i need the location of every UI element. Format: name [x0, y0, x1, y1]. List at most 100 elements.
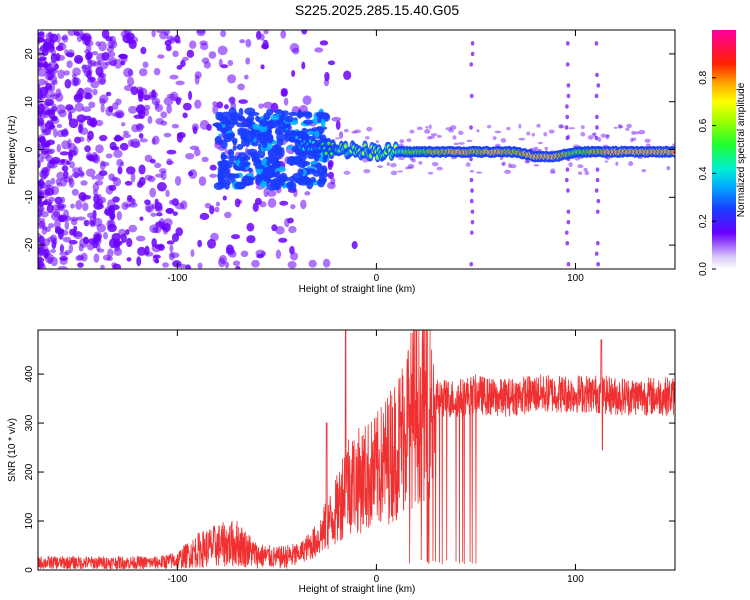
spectrogram-cell — [319, 40, 329, 46]
spectrogram-cell — [108, 56, 118, 66]
spectrogram-cell — [596, 240, 600, 246]
spectrogram-cell — [52, 79, 58, 86]
spectrogram-cell — [102, 231, 108, 240]
spectrogram-cell — [365, 136, 370, 140]
spectrogram-cell — [143, 94, 151, 101]
spectrogram-cell — [219, 166, 228, 173]
y-tick-label: 300 — [24, 414, 35, 431]
spectrogram-cell — [596, 262, 600, 267]
colorbar-label: Normalized spectral amplitude — [736, 82, 747, 217]
spectrogram-cell — [175, 227, 183, 237]
spectrogram-cell — [469, 262, 474, 267]
spectrogram-cell — [577, 171, 583, 176]
spectrogram-cell — [175, 80, 185, 86]
spectrogram-cell — [45, 179, 52, 189]
spectrogram-cell — [216, 101, 224, 109]
spectrogram-cell — [121, 122, 126, 127]
spectrogram-cell — [189, 40, 197, 49]
spectrogram-cell — [672, 150, 675, 154]
spectrogram-cell — [136, 256, 142, 267]
spectrogram-cell — [68, 239, 78, 245]
spectrogram-cell — [96, 203, 105, 210]
spectrogram-cell — [156, 30, 164, 34]
spectrogram-cell — [625, 127, 630, 131]
spectrogram-cell — [470, 51, 475, 57]
spectrogram-cell — [506, 126, 511, 131]
spectrogram-cell — [591, 133, 596, 136]
spectrogram-cell — [69, 149, 74, 157]
spectrogram-cell — [95, 180, 104, 186]
spectrogram-cell — [197, 30, 206, 34]
spectrogram-cell — [518, 124, 522, 129]
spectrogram-cell — [224, 261, 230, 269]
spectrogram-cell — [74, 57, 83, 64]
spectrogram-cell — [138, 133, 144, 139]
spectrogram-cell — [81, 34, 87, 45]
spectrogram-cell — [96, 223, 107, 233]
y-tick-label: 200 — [24, 463, 35, 480]
spectrogram-cell — [162, 262, 169, 268]
spectrogram-cell — [208, 51, 217, 59]
spectrogram-cell — [220, 30, 227, 38]
spectrogram-cell — [280, 30, 287, 39]
spectrogram-cell — [152, 135, 160, 145]
spectrogram-cell — [466, 139, 473, 143]
spectrogram-cell — [605, 134, 610, 138]
spectrogram-cell — [470, 209, 475, 214]
spectrogram-cell — [98, 78, 106, 86]
spectrogram-cell — [595, 209, 600, 214]
spectrogram-cell — [152, 254, 161, 259]
spectrogram-cell — [144, 245, 150, 256]
spectrogram-cell — [583, 167, 588, 172]
spectrogram-cell — [288, 132, 295, 138]
spectrogram-cell — [110, 146, 120, 151]
spectrogram-cell — [111, 233, 122, 242]
spectrogram-cell — [92, 239, 99, 249]
spectrogram-cell — [251, 141, 259, 147]
spectrogram-cell — [238, 161, 250, 168]
spectrogram-cell — [596, 83, 601, 88]
spectrogram-cell — [126, 76, 135, 87]
spectrogram-cell — [149, 187, 157, 198]
spectrogram-cell — [160, 225, 167, 230]
spectrogram-cell — [122, 33, 132, 44]
spectrogram-cell — [550, 168, 556, 173]
spectrogram-cell — [244, 74, 249, 80]
spectrogram-cell — [44, 198, 49, 206]
spectrogram-cell — [548, 129, 555, 134]
spectrogram-cell — [537, 141, 543, 145]
spectrogram-cell — [288, 111, 298, 117]
spectrogram-cell — [525, 159, 530, 164]
spectrogram-cell — [550, 170, 556, 174]
spectrogram-cell — [267, 118, 279, 129]
spectrogram-cell — [580, 131, 586, 137]
spectrogram-cell — [172, 211, 178, 216]
spectrogram-cell — [343, 70, 352, 81]
spectrogram-cell — [51, 115, 57, 121]
spectrogram-cell — [212, 104, 219, 115]
spectrogram-cell — [122, 133, 132, 138]
spectrogram-cell — [73, 150, 78, 156]
spectrogram-cell — [68, 175, 73, 185]
spectrogram-cell — [156, 212, 163, 217]
spectrogram-cell — [237, 199, 243, 204]
spectrogram-cell — [44, 187, 55, 196]
y-tick-label: 0 — [24, 567, 35, 573]
spectrogram-cell — [47, 31, 53, 39]
spectrogram-cell — [44, 42, 55, 53]
spectrogram-cell — [452, 135, 457, 140]
spectrogram-cell — [38, 201, 45, 207]
spectrogram-cell — [38, 78, 46, 86]
y-tick-label: 400 — [24, 365, 35, 382]
spectrogram-cell — [90, 80, 100, 89]
spectrogram-cell — [137, 246, 147, 256]
spectrogram-cell — [56, 129, 65, 138]
spectrogram-cell — [375, 140, 379, 144]
spectrogram-cell — [149, 158, 156, 164]
spectrogram-cell — [135, 123, 145, 130]
spectrogram-cell — [45, 165, 51, 172]
spectrogram-cell — [174, 175, 182, 186]
spectrogram-cell — [54, 226, 62, 233]
spectrogram-cell — [295, 135, 299, 140]
spectrogram-cell — [209, 164, 217, 171]
